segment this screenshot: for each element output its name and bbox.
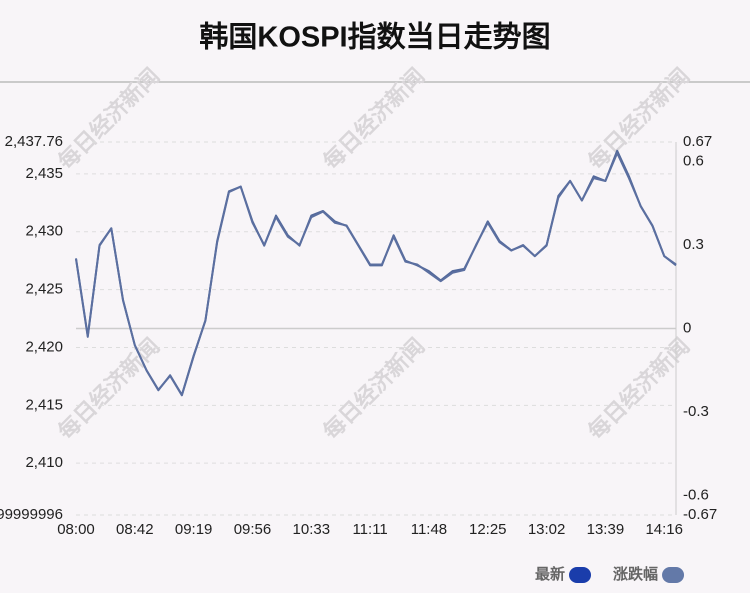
y-tick-label: 2,425 (25, 281, 63, 298)
y2-tick-label: 0.67 (683, 133, 712, 150)
y-tick-label: 2,430 (25, 223, 63, 240)
x-tick-label: 14:16 (645, 521, 683, 538)
y2-tick-label: 0 (683, 319, 691, 336)
x-tick-label: 11:11 (352, 521, 387, 538)
y-tick-label: 2,435 (25, 165, 63, 182)
chart-title: 韩国KOSPI指数当日走势图 (199, 21, 550, 54)
legend-swatch (662, 567, 685, 583)
y2-tick-label: 0.6 (683, 152, 704, 169)
x-tick-label: 08:00 (57, 521, 95, 538)
y2-tick-label: -0.3 (683, 403, 709, 420)
x-tick-label: 08:42 (116, 521, 154, 538)
x-tick-label: 12:25 (469, 521, 507, 538)
y-tick-label: 2,437.76 (5, 133, 63, 150)
x-tick-label: 13:02 (528, 521, 566, 538)
legend-swatch (569, 567, 592, 583)
x-tick-label: 11:48 (411, 521, 447, 538)
y-tick-label: 2,405.5199999996 (0, 506, 63, 523)
y2-tick-label: -0.6 (683, 486, 709, 503)
y-tick-label: 2,420 (25, 338, 63, 355)
y-tick-label: 2,415 (25, 396, 63, 413)
legend-label: 最新 (535, 565, 565, 583)
y2-tick-label: -0.67 (683, 506, 717, 523)
y2-tick-label: 0.3 (683, 236, 704, 253)
x-tick-label: 10:33 (293, 521, 331, 538)
legend-label: 涨跌幅 (613, 565, 658, 583)
series-line (75, 152, 677, 397)
x-tick-label: 13:39 (587, 521, 625, 538)
x-tick-label: 09:19 (175, 521, 213, 538)
x-tick-label: 09:56 (234, 521, 272, 538)
y-tick-label: 2,410 (25, 454, 63, 471)
